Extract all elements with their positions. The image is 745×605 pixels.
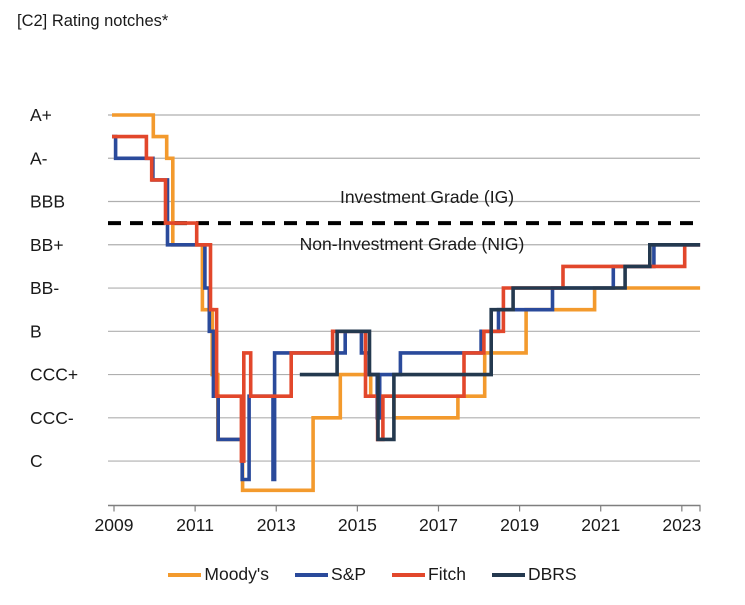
series-line-fitch (112, 134, 701, 463)
chart-title: [C2] Rating notches* (17, 12, 169, 30)
y-axis-label: CCC+ (30, 365, 78, 385)
y-axis-label: CCC- (30, 408, 74, 428)
x-axis-label: 2013 (257, 515, 296, 535)
x-axis-label: 2019 (500, 515, 539, 535)
legend-label-moodys: Moody's (204, 564, 270, 584)
y-axis-label: BBB (30, 192, 65, 212)
series-line-moodys (112, 113, 701, 493)
legend-item-fitch: Fitch (392, 564, 466, 584)
legend-swatch-dbrs (491, 572, 525, 577)
legend: Moody's S&P Fitch DBRS (0, 564, 745, 584)
x-axis-label: 2009 (95, 515, 134, 535)
legend-swatch-sp (295, 572, 329, 577)
legend-label-dbrs: DBRS (527, 564, 577, 584)
legend-item-dbrs: DBRS (491, 564, 577, 584)
series-line-dbrs (299, 243, 701, 442)
legend-swatch-moodys (168, 572, 202, 577)
x-axis-label: 2011 (176, 515, 214, 535)
y-axis-label: BB- (30, 278, 59, 298)
y-axis-label: BB+ (30, 235, 64, 255)
legend-item-sp: S&P (295, 564, 367, 584)
legend-swatch-fitch (392, 572, 426, 577)
legend-item-moodys: Moody's (168, 564, 270, 584)
ig-label: Investment Grade (IG) (340, 187, 514, 207)
x-axis-label: 2017 (419, 515, 458, 535)
nig-label: Non-Investment Grade (NIG) (300, 234, 525, 254)
x-axis-label: 2021 (581, 515, 620, 535)
legend-label-fitch: Fitch (428, 564, 466, 584)
x-axis-label: 2023 (662, 515, 701, 535)
legend-label-sp: S&P (331, 564, 367, 584)
y-axis-label: A+ (30, 105, 52, 125)
y-axis-label: C (30, 451, 43, 471)
y-axis-label: A- (30, 148, 48, 168)
x-axis-label: 2015 (338, 515, 377, 535)
y-axis-label: B (30, 321, 42, 341)
